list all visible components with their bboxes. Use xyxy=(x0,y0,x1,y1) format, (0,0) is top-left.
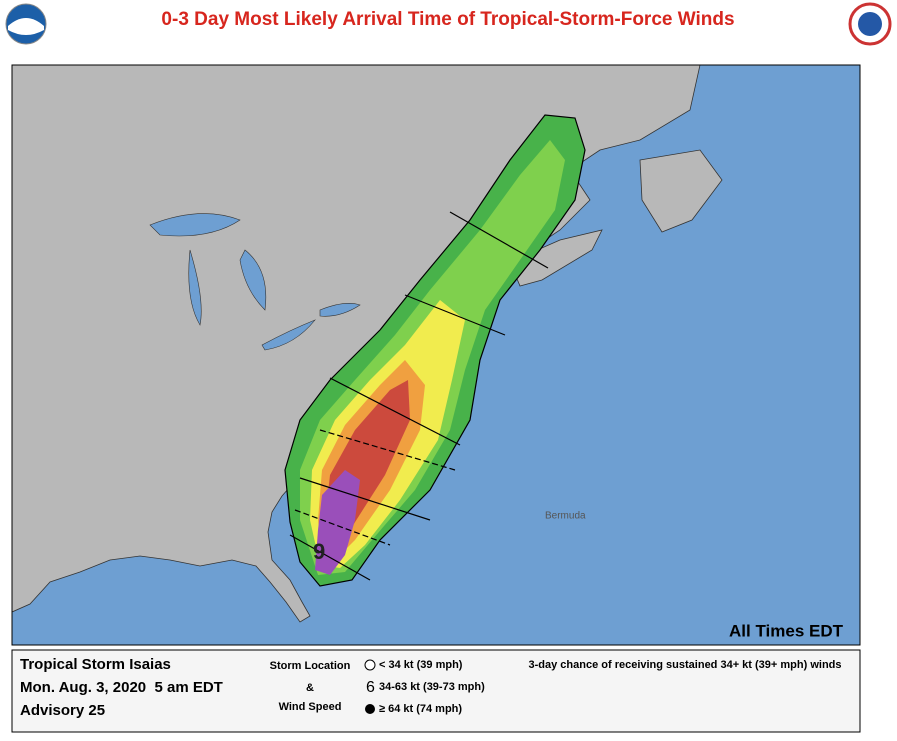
noaa-logo-bird xyxy=(8,18,44,35)
legend-item: 34-63 kt (39-73 mph) xyxy=(379,681,485,693)
legend-item: < 34 kt (39 mph) xyxy=(379,659,463,671)
advisory-number: Advisory 25 xyxy=(20,702,105,719)
nova-scotia xyxy=(509,229,603,287)
lake-huron xyxy=(239,249,267,311)
symbol-hurricane xyxy=(365,704,375,714)
lake-ontario xyxy=(319,303,361,317)
swath-100 xyxy=(315,470,360,575)
storm-name: Tropical Storm Isaias xyxy=(20,656,171,673)
lake-michigan xyxy=(188,249,202,326)
map-frame xyxy=(11,64,861,646)
isochrones xyxy=(289,211,549,581)
title: 0-3 Day Most Likely Arrival Time of Trop… xyxy=(161,9,734,30)
probability-swath xyxy=(284,114,586,587)
nws-logo-inner xyxy=(858,12,882,36)
legend-title: Wind Speed xyxy=(279,701,342,713)
legend-title: Storm Location xyxy=(270,660,351,672)
newfoundland xyxy=(639,149,723,233)
footer-box xyxy=(11,649,861,733)
symbol-depression xyxy=(364,659,376,671)
legend-title: & xyxy=(306,682,314,694)
footer: Tropical Storm Isaias Mon. Aug. 3, 2020 … xyxy=(11,649,861,733)
lake-erie xyxy=(261,319,316,351)
symbol-storm: 6 xyxy=(366,679,375,696)
lake-superior xyxy=(149,213,241,237)
place-label: Bermuda xyxy=(545,511,586,522)
storm-symbol: 9 xyxy=(313,539,325,564)
time-note: All Times EDT xyxy=(729,621,844,640)
colorbar-title: 3-day chance of receiving sustained 34+ … xyxy=(529,659,842,671)
legend-item: ≥ 64 kt (74 mph) xyxy=(379,703,462,715)
advisory-date: Mon. Aug. 3, 2020 5 am EDT xyxy=(20,679,223,696)
map-area: 9 Bermuda All Times EDT xyxy=(11,64,861,646)
